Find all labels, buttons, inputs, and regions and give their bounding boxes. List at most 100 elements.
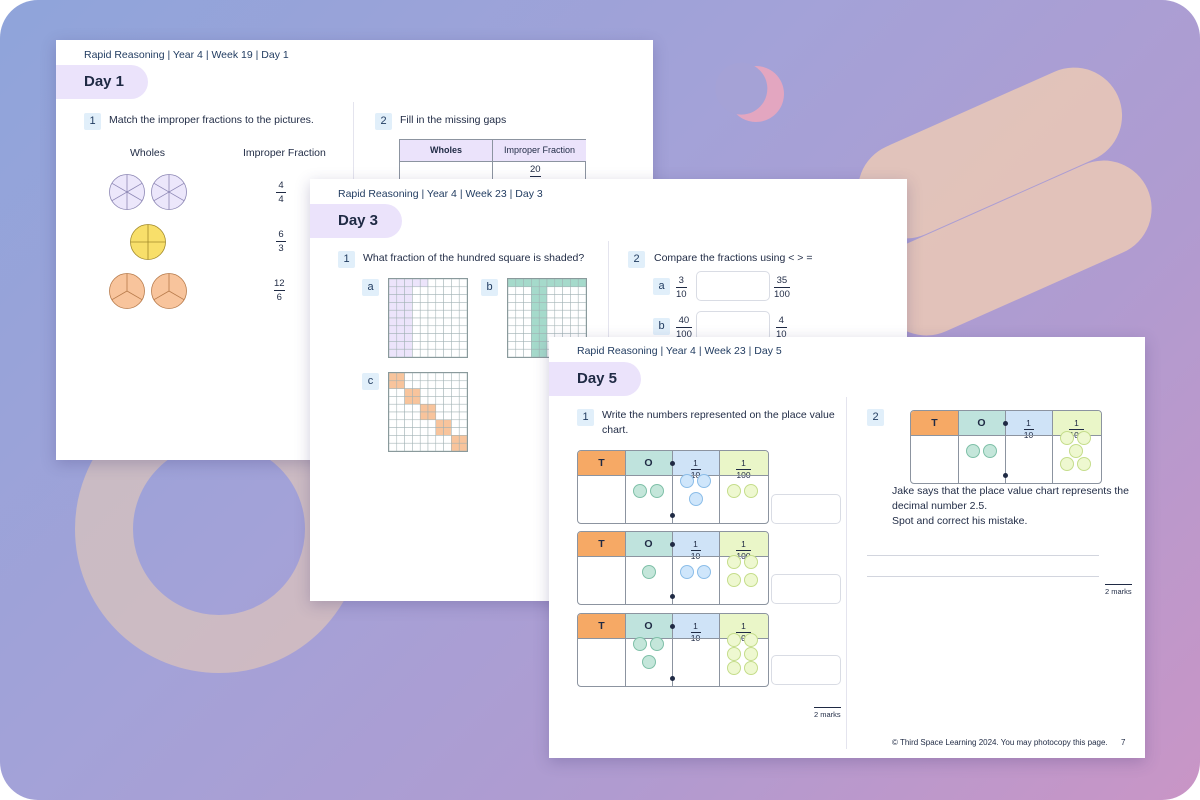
denominator: 100	[676, 329, 692, 340]
tens-header: T	[578, 532, 625, 556]
decimal-point	[670, 461, 675, 466]
question-number: 1	[84, 113, 101, 130]
compare-answer-box[interactable]	[696, 271, 770, 301]
numerator: 40	[678, 315, 690, 326]
tenths-header: 1 10	[672, 532, 719, 561]
ones-counter	[642, 655, 656, 669]
tens-header: T	[911, 411, 958, 435]
tenths-counter	[697, 565, 711, 579]
hundredths-counter	[1060, 431, 1074, 445]
tenths-counter	[680, 474, 694, 488]
question-number: 1	[577, 409, 594, 426]
question-text: What fraction of the hundred square is s…	[363, 252, 585, 264]
numerator: 6	[278, 229, 284, 240]
denominator: 3	[278, 243, 284, 254]
decimal-point	[670, 542, 675, 547]
ones-counter	[966, 444, 980, 458]
numerator: 4	[278, 180, 284, 191]
day-tab: Day 5	[549, 362, 641, 396]
ones-header: O	[625, 451, 672, 475]
part-label: a	[362, 279, 379, 296]
numerator: 3	[678, 275, 684, 286]
hundredths-counter	[744, 647, 758, 661]
hundredths-counter	[744, 661, 758, 675]
denominator: 6	[276, 292, 282, 303]
gaps-table: Wholes Improper Fraction 204	[399, 139, 586, 201]
right-fraction: 35 100	[774, 275, 790, 300]
decimal-point	[670, 624, 675, 629]
ones-counter	[983, 444, 997, 458]
decimal-point	[670, 594, 675, 599]
fraction-circles-sixths	[109, 174, 187, 210]
tenths-counter	[680, 565, 694, 579]
improper-fraction-header: Improper Fraction	[243, 147, 326, 159]
tens-header: T	[578, 451, 625, 475]
question-number: 1	[338, 251, 355, 268]
question-text-line: chart.	[602, 424, 629, 436]
hundredths-counter	[727, 633, 741, 647]
ones-header: O	[958, 411, 1005, 435]
hundredths-counter	[744, 484, 758, 498]
denominator: 10	[776, 329, 787, 340]
numerator: 20	[530, 164, 541, 175]
hundred-square-a	[388, 278, 468, 358]
marks-label: 2 marks	[814, 707, 841, 719]
ones-counter	[633, 637, 647, 651]
number-answer-box[interactable]	[771, 574, 841, 604]
part-label: b	[653, 318, 670, 335]
ones-counter	[633, 484, 647, 498]
question-text: Fill in the missing gaps	[400, 114, 507, 126]
denominator: 4	[278, 194, 284, 205]
hundredths-counter	[744, 573, 758, 587]
compare-answer-box[interactable]	[696, 311, 770, 341]
question-number: 2	[867, 409, 884, 426]
hundredths-counter	[727, 555, 741, 569]
question-text: Match the improper fractions to the pict…	[109, 114, 314, 126]
worksheet-day-5: Rapid Reasoning | Year 4 | Week 23 | Day…	[549, 337, 1145, 758]
day-tab: Day 1	[56, 65, 148, 99]
question-number: 2	[628, 251, 645, 268]
numerator: 35	[776, 275, 788, 286]
decorative-crescent	[717, 55, 795, 133]
number-answer-box[interactable]	[771, 655, 841, 685]
hundredths-counter	[1077, 457, 1091, 471]
ones-counter	[650, 637, 664, 651]
part-label: c	[362, 373, 379, 390]
day-tab: Day 3	[310, 204, 402, 238]
marks-label: 2 marks	[1105, 584, 1132, 596]
tenths-counter	[697, 474, 711, 488]
hundredths-counter	[1069, 444, 1083, 458]
tenths-header: 1 10	[672, 451, 719, 480]
left-fraction: 40 100	[676, 315, 692, 340]
wholes-header: Wholes	[130, 147, 166, 159]
numerator: 12	[274, 278, 285, 289]
question-text-line: Write the numbers represented on the pla…	[602, 409, 835, 421]
hundredths-counter	[744, 555, 758, 569]
breadcrumb: Rapid Reasoning | Year 4 | Week 23 | Day…	[577, 345, 782, 357]
tens-header: T	[578, 614, 625, 638]
denominator: 100	[774, 289, 790, 300]
decimal-point	[670, 676, 675, 681]
answer-line[interactable]	[867, 555, 1099, 556]
hundredths-counter	[727, 661, 741, 675]
answer-line[interactable]	[867, 576, 1099, 577]
hundred-square-b	[507, 278, 587, 358]
page-number: 7	[1121, 738, 1126, 747]
number-answer-box[interactable]	[771, 494, 841, 524]
breadcrumb: Rapid Reasoning | Year 4 | Week 19 | Day…	[84, 49, 289, 61]
numerator: 4	[778, 315, 784, 326]
question-number: 2	[375, 113, 392, 130]
copyright-footer: © Third Space Learning 2024. You may pho…	[892, 738, 1108, 747]
hundred-square-c	[388, 372, 468, 452]
part-label: b	[481, 279, 498, 296]
ones-counter	[642, 565, 656, 579]
hundredths-counter	[727, 573, 741, 587]
improper-column-header: Improper Fraction	[492, 140, 586, 161]
